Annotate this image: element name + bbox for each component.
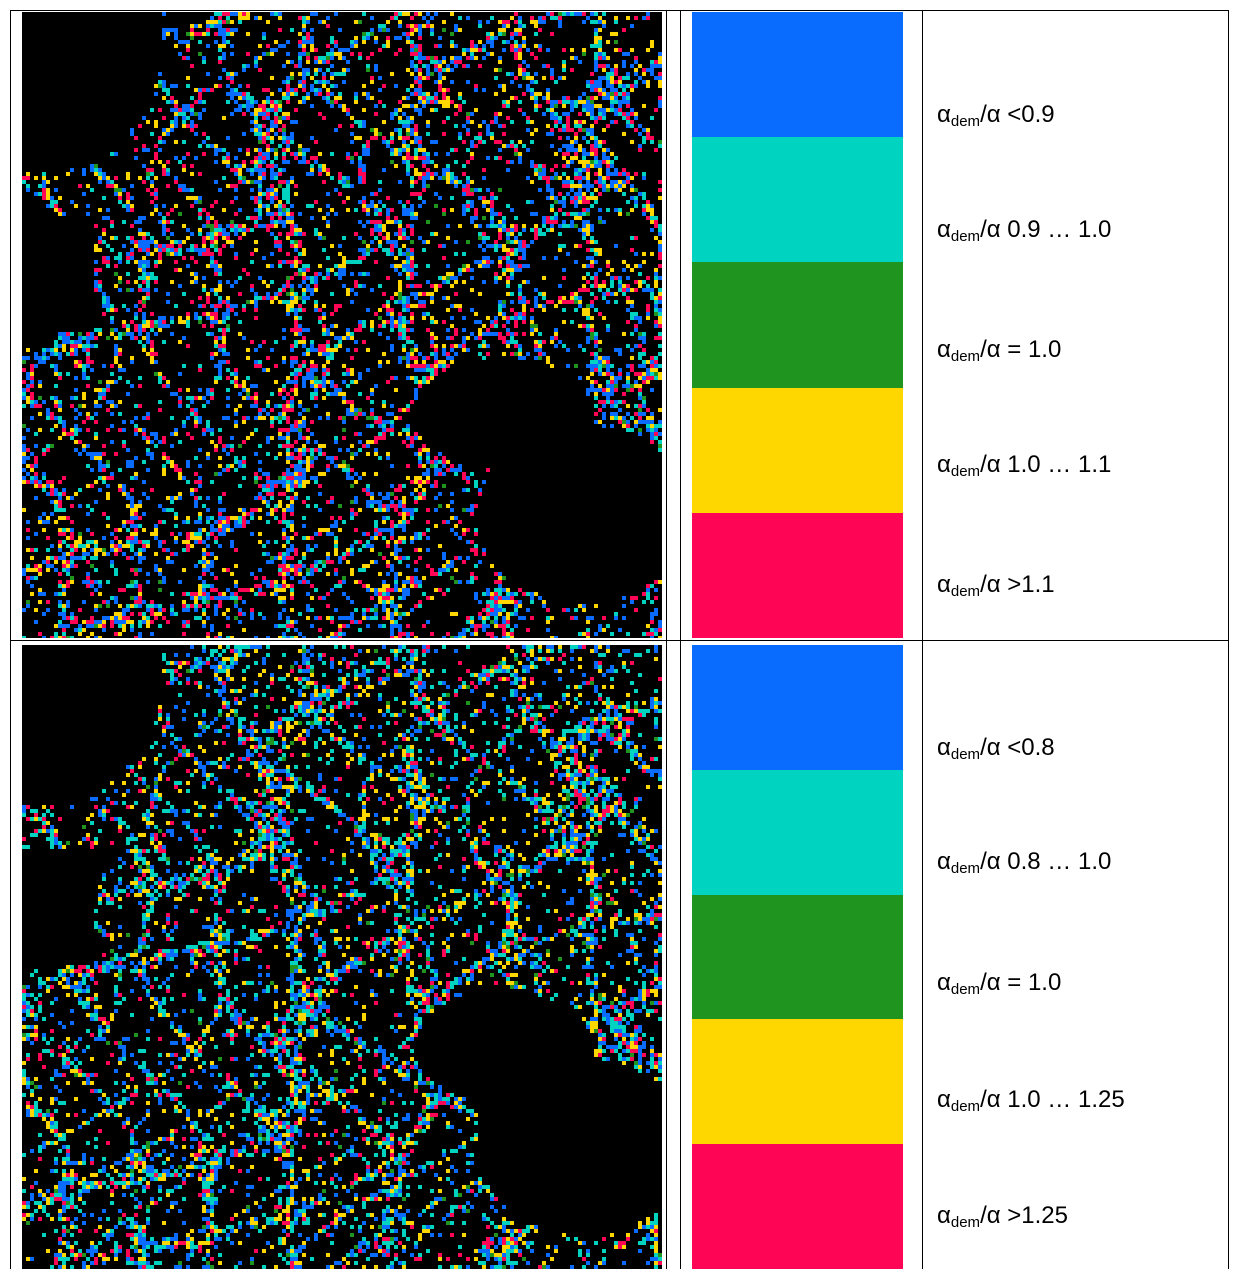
label-subscript: dem (951, 348, 980, 365)
legend-label: αdem/α 0.8 … 1.0 (937, 848, 1111, 883)
legend-label: αdem/α <0.9 (937, 101, 1055, 136)
label-symbol: α (937, 969, 951, 996)
legend-swatch (692, 645, 903, 770)
label-symbol: α (937, 451, 951, 478)
legend-label: αdem/α 1.0 … 1.25 (937, 1086, 1125, 1121)
label-text: /α 1.0 … 1.1 (980, 451, 1111, 478)
legend-label: αdem/α >1.1 (937, 571, 1055, 606)
table-border (10, 10, 11, 1269)
legend-label: αdem/α = 1.0 (937, 969, 1061, 1004)
table-border (10, 640, 1229, 641)
legend-label: αdem/α 1.0 … 1.1 (937, 451, 1111, 486)
label-subscript: dem (951, 860, 980, 877)
legend-swatch (692, 1019, 903, 1144)
label-symbol: α (937, 1202, 951, 1229)
label-subscript: dem (951, 463, 980, 480)
label-symbol: α (937, 1086, 951, 1113)
label-symbol: α (937, 216, 951, 243)
legend-swatch (692, 388, 903, 514)
label-text: /α <0.9 (980, 101, 1055, 128)
label-text: /α 1.0 … 1.25 (980, 1086, 1125, 1113)
label-text: /α >1.1 (980, 571, 1055, 598)
table-border (1228, 10, 1229, 1269)
label-text: /α >1.25 (980, 1202, 1068, 1229)
table-border (922, 10, 923, 1269)
label-text: /α <0.8 (980, 734, 1055, 761)
legend-swatch (692, 262, 903, 388)
legend-swatch (692, 1144, 903, 1269)
map-image (22, 645, 662, 1269)
label-subscript: dem (951, 1098, 980, 1115)
page: {"rows": [ {"legend": [ {"color": "#0a6c… (0, 0, 1237, 1269)
legend-swatch (692, 770, 903, 895)
label-symbol: α (937, 571, 951, 598)
label-text: /α = 1.0 (980, 336, 1061, 363)
legend-label: αdem/α 0.9 … 1.0 (937, 216, 1111, 251)
table-border (666, 10, 667, 1269)
legend-swatch (692, 895, 903, 1020)
map-image (22, 12, 662, 638)
legend-swatch (692, 513, 903, 639)
label-text: /α = 1.0 (980, 969, 1061, 996)
label-text: /α 0.9 … 1.0 (980, 216, 1111, 243)
label-subscript: dem (951, 583, 980, 600)
label-symbol: α (937, 848, 951, 875)
legend-label: αdem/α >1.25 (937, 1202, 1068, 1237)
legend-swatch (692, 12, 903, 138)
label-symbol: α (937, 734, 951, 761)
label-subscript: dem (951, 228, 980, 245)
label-subscript: dem (951, 746, 980, 763)
legend-swatch (692, 137, 903, 263)
legend-label: αdem/α = 1.0 (937, 336, 1061, 371)
table-border (680, 10, 681, 1269)
table-border (10, 10, 1229, 11)
label-subscript: dem (951, 981, 980, 998)
label-subscript: dem (951, 113, 980, 130)
label-symbol: α (937, 101, 951, 128)
label-subscript: dem (951, 1214, 980, 1231)
label-text: /α 0.8 … 1.0 (980, 848, 1111, 875)
label-symbol: α (937, 336, 951, 363)
legend-label: αdem/α <0.8 (937, 734, 1055, 769)
